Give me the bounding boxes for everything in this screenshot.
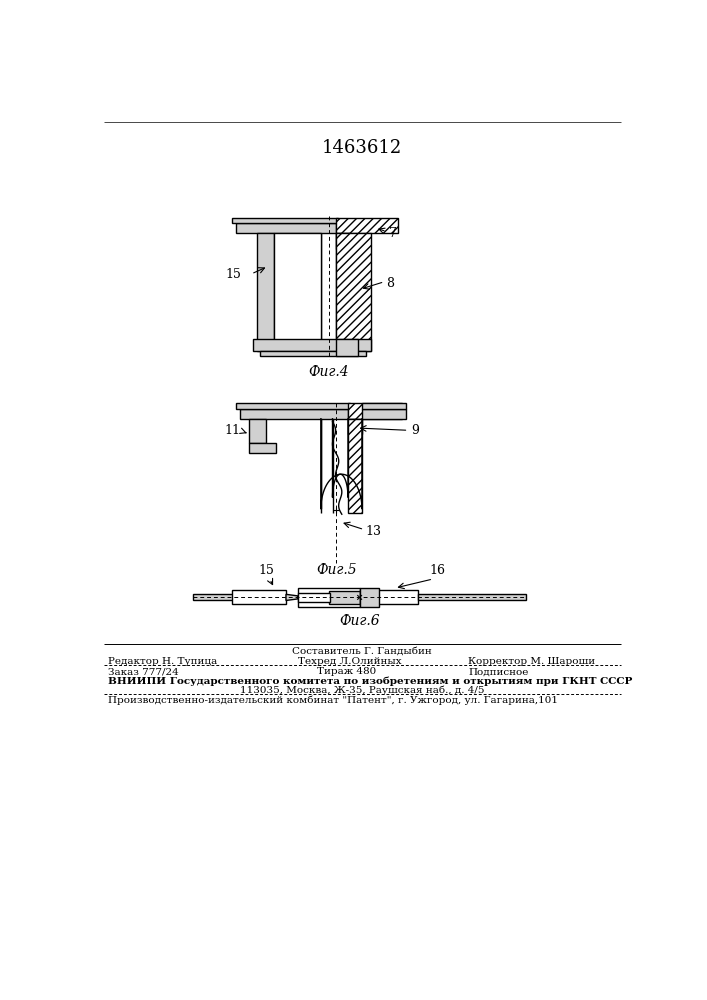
Bar xyxy=(418,594,526,600)
Text: 7: 7 xyxy=(389,227,397,240)
Bar xyxy=(329,591,360,604)
Bar xyxy=(240,409,348,419)
Bar xyxy=(274,233,321,343)
Text: 9: 9 xyxy=(411,424,419,437)
Text: Фиг.5: Фиг.5 xyxy=(316,563,357,577)
Text: Тираж 480: Тираж 480 xyxy=(317,667,376,676)
Text: 11: 11 xyxy=(224,424,240,437)
Bar xyxy=(232,590,286,604)
Text: 1463612: 1463612 xyxy=(322,139,402,157)
Text: Производственно-издательский комбинат "Патент", г. Ужгород, ул. Гагарина,101: Производственно-издательский комбинат "П… xyxy=(107,696,558,705)
Bar xyxy=(249,419,266,443)
Bar xyxy=(337,218,398,233)
Bar xyxy=(337,233,371,351)
Bar xyxy=(235,403,349,409)
Bar xyxy=(337,233,351,249)
Bar xyxy=(360,590,418,604)
Bar xyxy=(232,218,338,223)
Bar xyxy=(260,351,366,356)
Bar xyxy=(235,223,337,233)
Text: 113035, Москва, Ж-35, Раушская наб., д. 4/5: 113035, Москва, Ж-35, Раушская наб., д. … xyxy=(240,686,484,695)
Bar xyxy=(348,419,362,513)
Bar xyxy=(362,409,406,419)
Text: 16: 16 xyxy=(429,564,445,577)
Text: 8: 8 xyxy=(386,277,394,290)
Bar xyxy=(257,233,274,351)
Bar xyxy=(362,403,406,409)
Text: 13: 13 xyxy=(366,525,382,538)
Bar xyxy=(253,339,371,351)
Bar xyxy=(360,588,379,607)
Text: Корректор М. Шароши: Корректор М. Шароши xyxy=(468,657,595,666)
Text: Подписное: Подписное xyxy=(468,667,529,676)
Text: 15: 15 xyxy=(259,564,274,577)
Bar xyxy=(298,588,360,607)
Bar xyxy=(249,443,276,453)
Bar xyxy=(348,419,362,434)
Text: 15: 15 xyxy=(225,267,241,280)
Text: ВНИИПИ Государственного комитета по изобретениям и открытиям при ГКНТ СССР: ВНИИПИ Государственного комитета по изоб… xyxy=(107,677,632,686)
Text: Фиг.6: Фиг.6 xyxy=(339,614,380,628)
Text: Составитель Г. Гандыбин: Составитель Г. Гандыбин xyxy=(292,647,432,656)
Text: Редактор Н. Тупица: Редактор Н. Тупица xyxy=(107,657,217,666)
Bar xyxy=(348,403,402,419)
Text: Техред Л.Олийных: Техред Л.Олийных xyxy=(298,657,402,666)
Bar xyxy=(193,594,286,600)
Bar xyxy=(337,339,358,356)
Bar xyxy=(298,593,330,602)
Text: Фиг.4: Фиг.4 xyxy=(308,365,349,379)
Text: Заказ 777/24: Заказ 777/24 xyxy=(107,667,178,676)
Polygon shape xyxy=(286,594,298,600)
